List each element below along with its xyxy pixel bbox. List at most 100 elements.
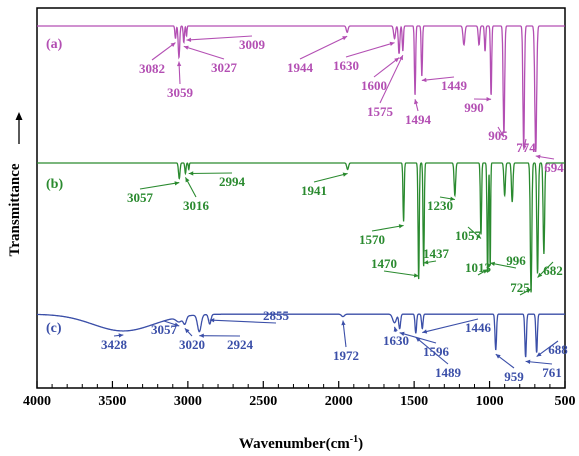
- peak-label-1-0: 3057: [127, 190, 154, 205]
- x-tick-label-0: 4000: [23, 394, 51, 409]
- peak-arrowhead-0-11: [499, 132, 504, 138]
- peak-arrow-2-7: [399, 332, 437, 344]
- peak-label-0-0: 3082: [139, 61, 165, 76]
- peak-label-1-2: 2994: [219, 174, 246, 189]
- panel-label-a: (a): [46, 37, 63, 52]
- peak-label-0-3: 3009: [239, 37, 266, 52]
- peak-label-1-5: 1470: [371, 256, 397, 271]
- peak-label-1-4: 1570: [359, 232, 385, 247]
- peak-arrowhead-1-1: [185, 177, 190, 183]
- peak-arrow-1-0: [139, 182, 180, 190]
- peak-label-2-4: 2855: [263, 308, 290, 323]
- peak-label-0-6: 1600: [361, 78, 387, 93]
- peak-arrowhead-1-5: [413, 273, 419, 278]
- peak-label-2-1: 3057: [151, 322, 178, 337]
- peak-label-2-5: 1972: [333, 348, 359, 363]
- peak-arrowhead-1-4: [398, 224, 404, 229]
- peak-arrowhead-0-8: [414, 99, 419, 105]
- x-tick-label-5: 1500: [400, 394, 428, 409]
- peak-arrow-2-9: [422, 318, 479, 334]
- peak-label-0-2: 3027: [211, 60, 238, 75]
- panel-label-c: (c): [46, 321, 62, 336]
- x-axis-label: Wavenumber(cm-1): [239, 434, 363, 452]
- y-axis-label: Transmittance: [7, 163, 23, 256]
- peak-arrowhead-2-12: [536, 352, 542, 357]
- peak-arrowhead-1-8: [476, 233, 481, 239]
- peak-arrowhead-2-4: [209, 318, 215, 323]
- peak-label-1-6: 1437: [423, 246, 450, 261]
- x-tick-layer: 4000 3500 3000 2500 2000 1500 1000 500: [23, 381, 576, 409]
- x-axis-label-close: ): [358, 436, 363, 452]
- peak-arrowhead-0-12: [522, 144, 527, 150]
- peak-arrow-0-2: [183, 45, 225, 60]
- y-axis-arrow: [15, 112, 23, 144]
- peak-arrowhead-0-7: [398, 55, 403, 61]
- peak-arrowhead-2-11: [525, 359, 531, 364]
- peak-arrowhead-0-5: [389, 41, 395, 46]
- peak-label-1-1: 3016: [183, 198, 210, 213]
- peak-label-2-12: 688: [548, 342, 568, 357]
- peak-arrowhead-0-4: [342, 36, 348, 41]
- peak-arrow-0-6: [373, 57, 400, 78]
- x-tick-label-7: 500: [555, 394, 576, 409]
- peak-arrowhead-2-2: [184, 328, 190, 334]
- peak-arrowhead-1-10: [490, 261, 495, 266]
- peak-arrow-0-4: [299, 35, 348, 60]
- peak-arrowhead-0-10: [486, 97, 492, 102]
- spectrum-line-1: [37, 162, 565, 293]
- peak-label-2-7: 1596: [423, 344, 450, 359]
- peak-arrowhead-1-11: [526, 289, 532, 294]
- x-tick-label-2: 3000: [174, 394, 202, 409]
- peak-label-0-8: 1494: [405, 112, 432, 127]
- peak-label-2-9: 1446: [465, 320, 492, 335]
- peak-label-2-10: 959: [504, 369, 524, 384]
- peak-label-0-9: 1449: [441, 78, 468, 93]
- peak-arrowhead-0-2: [183, 45, 189, 50]
- peak-arrowhead-0-0: [170, 42, 176, 47]
- spectrum-line-0: [37, 25, 565, 153]
- series-layer: [36, 25, 565, 358]
- peak-arrow-0-5: [345, 42, 395, 58]
- peak-arrow-0-0: [151, 42, 176, 61]
- peak-arrowhead-0-3: [186, 37, 192, 42]
- peak-arrowhead-1-0: [174, 181, 180, 186]
- peak-arrow-0-3: [186, 35, 253, 41]
- peak-label-1-12: 682: [543, 263, 563, 278]
- peak-arrow-1-3: [313, 172, 348, 183]
- peak-arrow-0-7: [379, 54, 404, 104]
- peak-label-0-13: 694: [544, 160, 564, 175]
- peak-arrowhead-2-7: [399, 331, 405, 336]
- x-tick-label-1: 3500: [98, 394, 126, 409]
- peak-label-0-7: 1575: [367, 104, 394, 119]
- peak-arrowhead-1-3: [342, 172, 348, 177]
- peak-label-2-6: 1630: [383, 333, 409, 348]
- peak-label-2-2: 3020: [179, 337, 205, 352]
- x-tick-label-6: 1000: [476, 394, 504, 409]
- peak-arrow-1-5: [383, 270, 419, 277]
- peak-arrow-0-9: [421, 76, 455, 81]
- peak-label-2-3: 2924: [227, 337, 254, 352]
- x-tick-label-4: 2000: [325, 394, 353, 409]
- peak-label-1-8: 1057: [455, 228, 482, 243]
- peak-label-0-1: 3059: [167, 85, 194, 100]
- peak-arrowhead-1-12: [537, 272, 543, 278]
- peak-arrowhead-2-8: [415, 337, 421, 342]
- peak-arrowhead-2-5: [341, 320, 346, 326]
- peak-arrow-2-4: [209, 319, 277, 324]
- peak-label-0-4: 1944: [287, 60, 314, 75]
- peak-label-0-5: 1630: [333, 58, 359, 73]
- peak-arrowhead-0-13: [535, 154, 541, 159]
- peak-label-1-10: 996: [506, 253, 526, 268]
- peak-arrowhead-2-3: [199, 333, 204, 338]
- peak-arrowhead-2-9: [422, 329, 428, 334]
- peak-label-1-11: 725: [510, 280, 530, 295]
- peak-label-0-11: 905: [488, 128, 508, 143]
- peak-arrowhead-2-1: [174, 322, 180, 327]
- peak-label-1-3: 1941: [301, 183, 327, 198]
- peak-arrow-2-8: [415, 336, 449, 365]
- panel-label-b: (b): [46, 177, 63, 192]
- peak-arrowhead-1-6: [423, 260, 429, 265]
- peak-label-2-11: 761: [542, 365, 562, 380]
